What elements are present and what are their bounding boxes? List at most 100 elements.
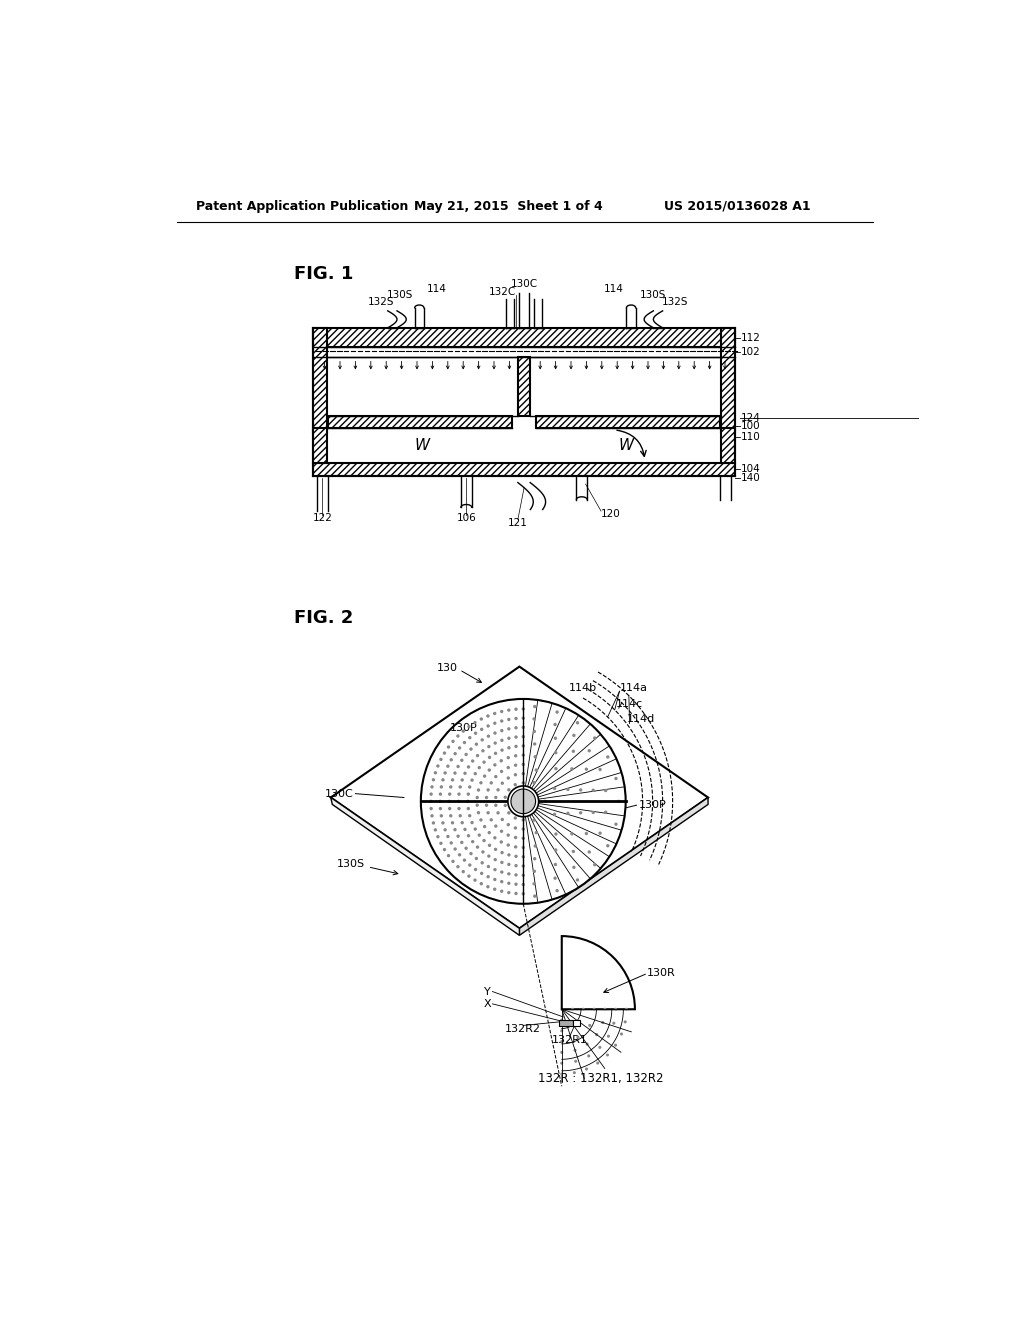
Circle shape <box>468 737 471 739</box>
Polygon shape <box>537 416 720 428</box>
Circle shape <box>486 884 489 888</box>
Circle shape <box>494 742 497 744</box>
Circle shape <box>460 759 464 762</box>
Circle shape <box>554 767 558 771</box>
Circle shape <box>521 791 525 793</box>
Circle shape <box>500 710 504 713</box>
Circle shape <box>624 1020 627 1023</box>
Circle shape <box>571 1007 574 1011</box>
Circle shape <box>521 837 525 840</box>
Circle shape <box>500 870 504 874</box>
Text: 114b: 114b <box>569 684 597 693</box>
Text: 114a: 114a <box>620 684 647 693</box>
Circle shape <box>571 850 575 853</box>
Circle shape <box>614 1044 617 1047</box>
Circle shape <box>486 734 490 738</box>
Circle shape <box>504 796 507 799</box>
Circle shape <box>514 783 517 787</box>
Circle shape <box>501 818 504 821</box>
Circle shape <box>579 810 583 814</box>
Circle shape <box>585 832 588 836</box>
Circle shape <box>451 779 455 781</box>
Circle shape <box>434 828 437 832</box>
Circle shape <box>598 768 602 771</box>
Circle shape <box>500 861 504 865</box>
Circle shape <box>475 804 479 807</box>
Circle shape <box>598 1045 601 1049</box>
Text: 132R1: 132R1 <box>552 1035 588 1045</box>
Text: 140: 140 <box>741 473 761 483</box>
Circle shape <box>439 758 442 762</box>
Circle shape <box>521 781 525 784</box>
Circle shape <box>473 721 477 725</box>
Circle shape <box>450 814 453 817</box>
Circle shape <box>475 857 478 861</box>
Circle shape <box>463 858 466 862</box>
Circle shape <box>574 1060 578 1063</box>
Circle shape <box>473 878 477 882</box>
Polygon shape <box>519 797 708 936</box>
Circle shape <box>521 744 525 747</box>
Circle shape <box>554 863 557 866</box>
Circle shape <box>458 792 461 796</box>
Text: Y: Y <box>484 986 490 997</box>
Circle shape <box>452 739 455 743</box>
Circle shape <box>446 854 451 858</box>
Circle shape <box>467 807 470 810</box>
Circle shape <box>487 843 492 847</box>
Text: X: X <box>483 999 490 1008</box>
Circle shape <box>514 726 518 730</box>
Circle shape <box>572 734 575 737</box>
Circle shape <box>507 891 511 895</box>
Circle shape <box>585 1068 588 1071</box>
Circle shape <box>494 722 497 725</box>
Circle shape <box>514 754 517 758</box>
Circle shape <box>521 726 525 729</box>
Circle shape <box>486 714 489 718</box>
Circle shape <box>612 1022 615 1024</box>
Circle shape <box>532 742 537 746</box>
Circle shape <box>521 754 525 756</box>
Circle shape <box>575 878 580 882</box>
Text: 114d: 114d <box>628 714 655 723</box>
Circle shape <box>475 796 479 799</box>
Text: Patent Application Publication: Patent Application Publication <box>196 199 409 213</box>
Circle shape <box>430 814 434 817</box>
Circle shape <box>572 1071 575 1074</box>
Bar <box>572 1020 581 1026</box>
Circle shape <box>553 813 556 816</box>
Text: 130P: 130P <box>639 800 667 810</box>
Circle shape <box>494 751 498 755</box>
Circle shape <box>446 834 450 838</box>
Text: FIG. 1: FIG. 1 <box>294 265 353 282</box>
Circle shape <box>439 785 443 788</box>
Polygon shape <box>329 416 512 428</box>
Circle shape <box>486 875 489 878</box>
Circle shape <box>463 828 467 832</box>
Circle shape <box>477 810 480 814</box>
Circle shape <box>514 795 517 799</box>
Circle shape <box>521 883 525 886</box>
Polygon shape <box>313 327 327 432</box>
Circle shape <box>459 814 462 817</box>
Text: 102: 102 <box>741 347 761 358</box>
Circle shape <box>521 828 525 830</box>
Circle shape <box>554 833 558 836</box>
Circle shape <box>477 788 480 792</box>
Circle shape <box>593 863 596 866</box>
Circle shape <box>507 776 510 780</box>
Text: 130C: 130C <box>325 788 354 799</box>
Circle shape <box>500 841 503 843</box>
Circle shape <box>614 1007 617 1011</box>
Circle shape <box>593 1007 596 1011</box>
Circle shape <box>603 1007 606 1011</box>
Circle shape <box>588 1024 591 1027</box>
Circle shape <box>521 892 525 895</box>
Circle shape <box>507 718 511 721</box>
Circle shape <box>507 727 511 730</box>
Circle shape <box>521 865 525 867</box>
Circle shape <box>461 821 464 825</box>
Circle shape <box>429 792 433 796</box>
Circle shape <box>514 892 518 895</box>
Circle shape <box>555 888 559 892</box>
